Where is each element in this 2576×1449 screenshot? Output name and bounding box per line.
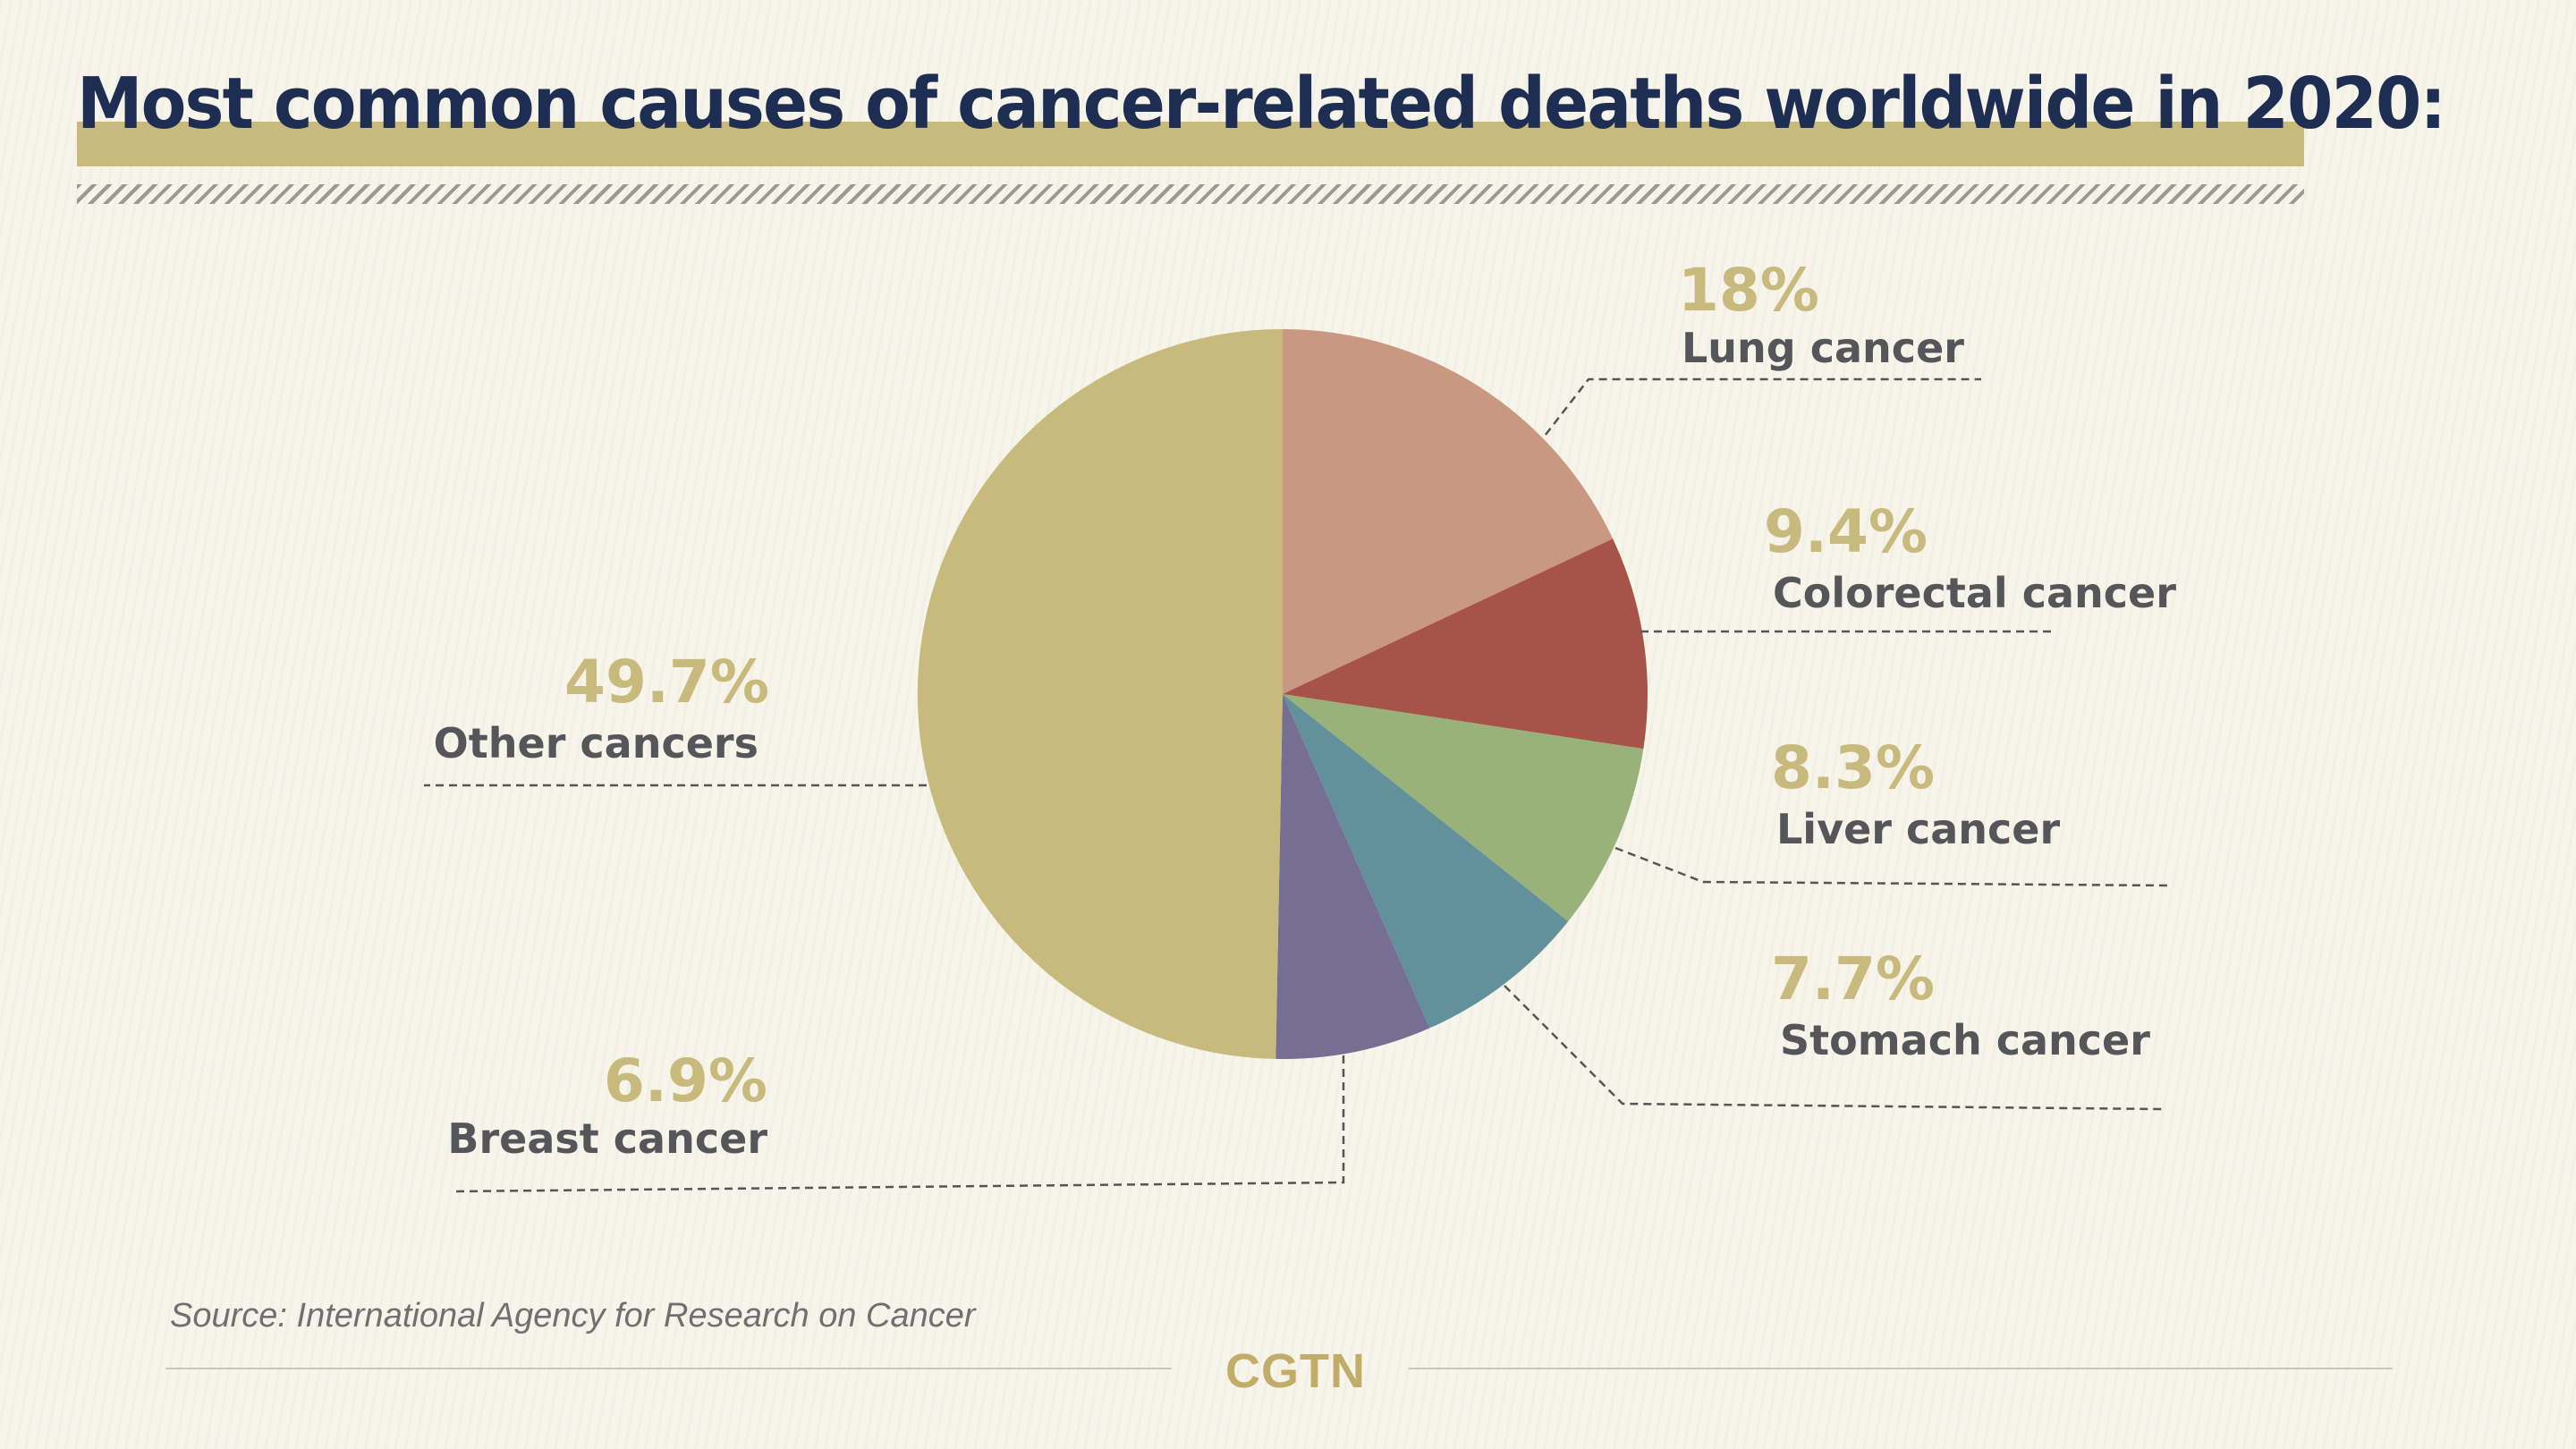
stomach-cancer-label: Stomach cancer	[1780, 1016, 2150, 1064]
leader-line-liver-cancer	[1614, 846, 2169, 887]
other-cancers-label: Other cancers	[433, 719, 758, 767]
leader-line-lung-cancer	[1545, 377, 1981, 436]
colorectal-cancer-label: Colorectal cancer	[1773, 569, 2176, 617]
pie-slice-liver-cancer	[1283, 694, 1644, 922]
breast-cancer-label: Breast cancer	[447, 1114, 767, 1163]
leader-lines	[424, 377, 2169, 1193]
pie-slice-other-cancers	[917, 329, 1283, 1059]
leader-line-breast-cancer	[453, 1055, 1345, 1193]
stomach-cancer-percent: 7.7%	[1771, 945, 1936, 1013]
liver-cancer-percent: 8.3%	[1771, 733, 1936, 802]
hatched-divider	[77, 184, 2304, 204]
page-title: Most common causes of cancer-related dea…	[77, 63, 2446, 145]
footer-rule-left	[165, 1368, 1172, 1369]
other-cancers-percent: 49.7%	[564, 648, 769, 716]
leader-line-stomach-cancer	[1504, 985, 2164, 1111]
pie-slices	[917, 329, 1648, 1060]
colorectal-cancer-percent: 9.4%	[1764, 497, 1928, 566]
breast-cancer-percent: 6.9%	[603, 1046, 767, 1115]
lung-cancer-percent: 18%	[1678, 256, 1819, 325]
source-note: Source: International Agency for Researc…	[170, 1297, 976, 1335]
pie-slice-colorectal-cancer	[1283, 538, 1648, 750]
pie-slice-lung-cancer	[1283, 329, 1614, 694]
pie-slice-breast-cancer	[1275, 694, 1430, 1060]
lung-cancer-label: Lung cancer	[1682, 324, 1964, 372]
title-highlight-bar	[77, 122, 2304, 166]
footer-rule-right	[1409, 1368, 2393, 1369]
pie-slice-stomach-cancer	[1283, 694, 1569, 1029]
liver-cancer-label: Liver cancer	[1776, 805, 2061, 853]
cgtn-logo: CGTN	[1225, 1344, 1366, 1398]
